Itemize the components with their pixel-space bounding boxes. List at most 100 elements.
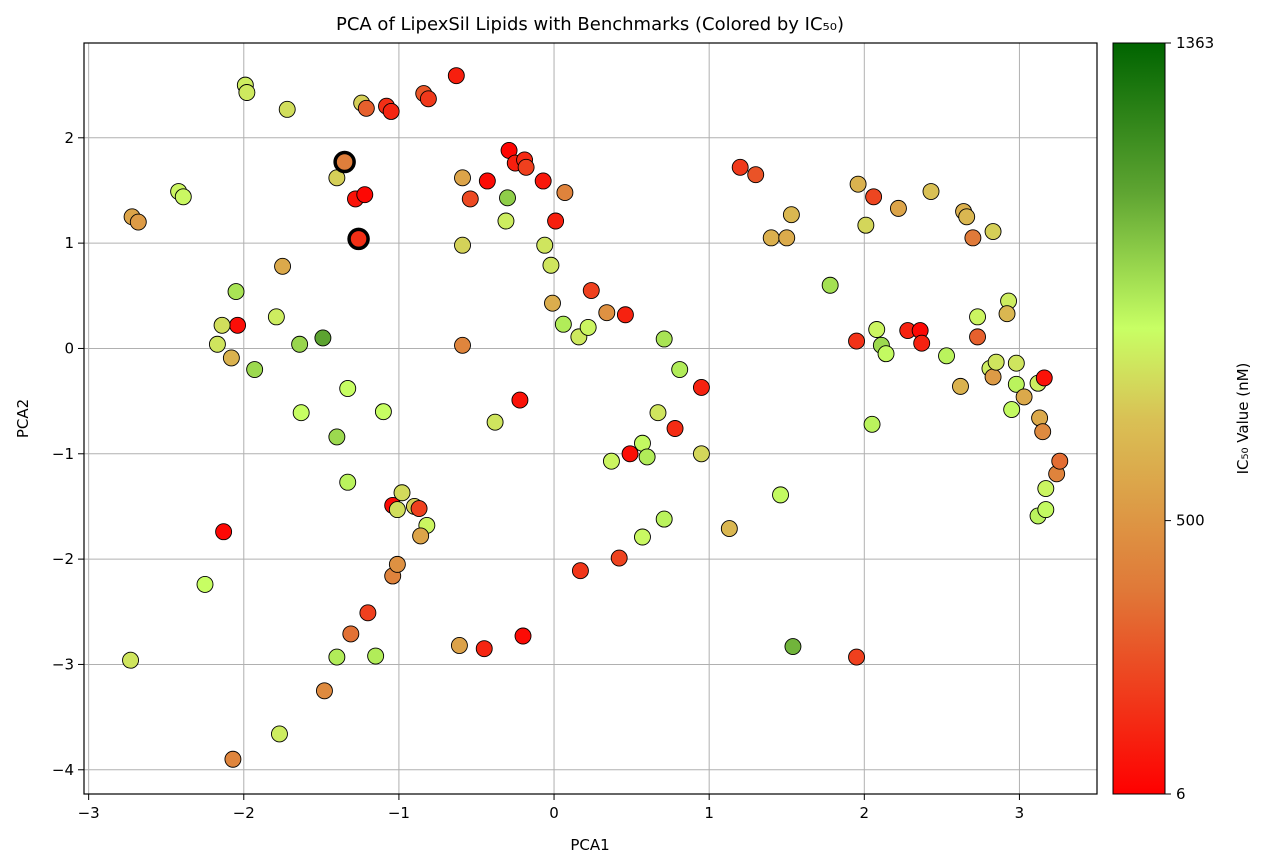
colorbar-tick-label: 6 bbox=[1176, 785, 1186, 803]
data-point bbox=[1007, 375, 1025, 393]
data-point bbox=[328, 428, 346, 446]
data-point bbox=[291, 335, 309, 353]
data-point bbox=[461, 190, 479, 208]
data-point bbox=[848, 648, 865, 666]
data-point bbox=[984, 368, 1002, 386]
data-point bbox=[196, 575, 214, 593]
x-tick-label: −1 bbox=[388, 804, 410, 822]
data-point bbox=[222, 349, 240, 367]
colorbar-tick-label: 1363 bbox=[1176, 34, 1214, 52]
data-point bbox=[969, 308, 986, 326]
data-point bbox=[393, 484, 411, 502]
data-point bbox=[863, 415, 881, 433]
data-point bbox=[922, 183, 940, 200]
data-point bbox=[412, 527, 430, 545]
x-tick-label: 3 bbox=[1015, 804, 1025, 822]
data-point bbox=[958, 208, 976, 226]
data-point bbox=[122, 651, 139, 669]
y-tick-label: −3 bbox=[52, 655, 74, 673]
data-point bbox=[616, 306, 634, 324]
data-point bbox=[671, 361, 689, 378]
data-point bbox=[129, 213, 147, 231]
data-point bbox=[497, 212, 515, 230]
chart-title: PCA of LipexSil Lipids with Benchmarks (… bbox=[336, 14, 844, 35]
data-point bbox=[356, 186, 374, 204]
data-point bbox=[731, 158, 749, 176]
data-point bbox=[174, 188, 192, 206]
data-point bbox=[598, 304, 616, 322]
data-point bbox=[998, 305, 1016, 323]
data-point bbox=[447, 67, 465, 85]
plot-area-frame bbox=[83, 42, 1098, 795]
x-tick-label: 1 bbox=[704, 804, 714, 822]
data-point bbox=[274, 257, 292, 275]
data-point bbox=[848, 332, 865, 350]
data-point bbox=[782, 206, 800, 224]
data-point bbox=[1003, 401, 1021, 418]
data-point bbox=[229, 316, 247, 334]
data-point bbox=[271, 725, 288, 743]
data-point bbox=[419, 90, 437, 108]
data-point bbox=[547, 212, 565, 230]
data-point bbox=[865, 188, 883, 206]
data-point bbox=[359, 604, 377, 622]
data-point bbox=[964, 229, 982, 247]
colorbar-tick-label: 500 bbox=[1176, 512, 1205, 530]
data-point bbox=[602, 452, 620, 470]
y-tick-label: −4 bbox=[52, 761, 74, 779]
data-point bbox=[857, 216, 875, 234]
data-point bbox=[582, 282, 600, 299]
data-point bbox=[534, 172, 552, 190]
data-point bbox=[655, 510, 673, 528]
y-tick-label: −2 bbox=[52, 550, 74, 568]
data-point bbox=[486, 413, 504, 431]
data-point bbox=[224, 750, 242, 768]
data-point bbox=[292, 404, 310, 422]
data-point bbox=[215, 523, 233, 541]
data-point bbox=[692, 445, 710, 463]
x-tick-label: 0 bbox=[549, 804, 559, 822]
data-point bbox=[339, 380, 357, 397]
x-axis-label: PCA1 bbox=[570, 836, 609, 854]
data-point bbox=[579, 318, 597, 336]
data-point bbox=[720, 520, 738, 538]
data-point bbox=[246, 361, 264, 378]
data-point bbox=[316, 682, 333, 700]
data-point bbox=[1015, 388, 1033, 406]
y-tick-label: 0 bbox=[64, 339, 74, 357]
data-point bbox=[342, 625, 360, 643]
data-point bbox=[554, 315, 572, 333]
data-point bbox=[1034, 423, 1052, 441]
x-tick-label: −2 bbox=[233, 804, 255, 822]
data-point bbox=[938, 347, 955, 365]
x-tick-label: −3 bbox=[78, 804, 100, 822]
data-point bbox=[267, 308, 285, 326]
data-point bbox=[1007, 354, 1025, 372]
data-point bbox=[952, 377, 969, 395]
data-point bbox=[556, 184, 574, 202]
data-point bbox=[984, 223, 1002, 240]
y-tick-label: 2 bbox=[64, 129, 74, 147]
data-point bbox=[1037, 480, 1055, 497]
data-point bbox=[1037, 501, 1055, 519]
data-point bbox=[638, 448, 656, 466]
data-point bbox=[227, 283, 245, 301]
data-point bbox=[1035, 369, 1053, 387]
data-point bbox=[367, 647, 385, 665]
colorbar-ticks: 6 500 1363 bbox=[1165, 34, 1214, 803]
benchmark-point bbox=[333, 150, 356, 174]
data-point bbox=[278, 100, 296, 118]
data-point bbox=[357, 99, 375, 117]
data-point bbox=[655, 330, 673, 348]
data-point bbox=[454, 336, 471, 354]
data-point bbox=[499, 189, 516, 207]
data-point bbox=[339, 473, 357, 491]
data-point bbox=[849, 175, 867, 193]
data-point bbox=[571, 562, 589, 580]
data-point bbox=[762, 229, 780, 247]
data-point bbox=[536, 236, 554, 254]
y-tick-label: 1 bbox=[64, 234, 74, 252]
data-point bbox=[314, 329, 332, 347]
data-point bbox=[821, 276, 839, 294]
y-axis-ticks: −4 −3 −2 −1 0 1 2 bbox=[52, 129, 84, 779]
